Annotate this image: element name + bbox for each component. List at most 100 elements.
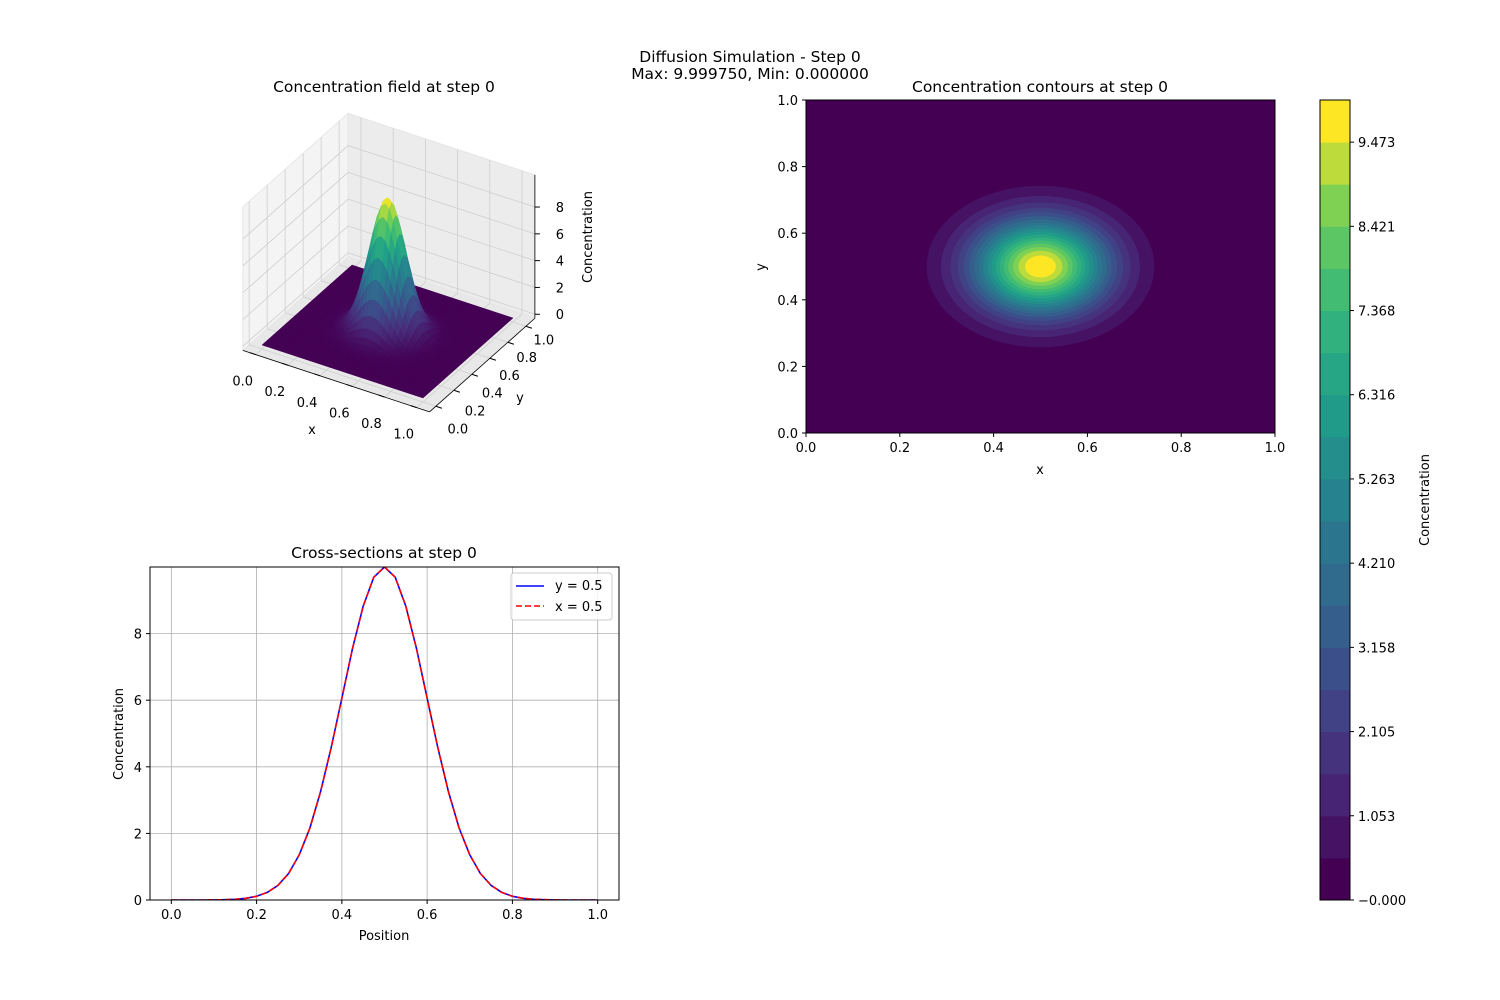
y-axis-line [429,317,536,413]
y-tick-label: 1.0 [777,94,798,109]
y-tick-label: 0.2 [777,360,798,375]
grid-line [347,145,536,208]
colorbar-tick-label: 9.473 [1358,136,1395,151]
colorbar-band [1320,184,1350,227]
grid-line [248,344,437,407]
surface-ticks: 0.00.20.40.60.81.0 0.00.20.40.60.81.00246… [232,174,564,443]
contour-ticks: 0.0 0.2 0.4 0.6 0.8 1.0 0.0 0.2 0.4 0.6 0.8 1.0 [777,94,1285,456]
contour-fill [806,100,1275,433]
grid-line [242,225,349,320]
x-tick-label: 0.2 [889,441,910,456]
z-tick-label: 8 [556,201,564,216]
y-tick [525,325,533,329]
contour-title: Concentration contours at step 0 [912,78,1168,96]
colorbar-band [1320,478,1350,522]
surface-mesh [261,196,514,399]
grid-line [242,252,349,347]
legend-label-y-section: y = 0.5 [555,579,603,594]
cross-section-frame [149,566,620,901]
colorbar-band [1320,773,1350,817]
y-tick-label: 0.8 [777,161,798,176]
colorbar-tick-label: 4.210 [1358,557,1395,572]
y-tick-label: 0.8 [516,351,537,366]
colorbar-band [1320,394,1350,438]
colorbar-tick-label: 2.105 [1358,726,1395,741]
legend: y = 0.5 x = 0.5 [510,572,613,621]
colorbar-band [1320,436,1350,480]
colorbar-band [1320,310,1350,354]
x-tick [346,383,353,387]
contour-band [1025,255,1056,278]
x-tick-label: 0.2 [246,908,267,923]
contour-ylabel: y [754,263,769,271]
x-tick-label: 0.6 [1077,441,1098,456]
y-tick-label: 0.6 [777,227,798,242]
y-tick-label: 0.6 [499,369,520,384]
colorbar-band [1320,521,1350,564]
legend-label-x-section: x = 0.5 [555,600,603,615]
legend-box [510,572,613,621]
y-tick [489,357,497,361]
colorbar-band [1320,226,1350,269]
colorbar-band [1320,815,1350,859]
colorbar-tick-label: −0.000 [1358,894,1406,909]
y-tick-label: 0.0 [777,427,798,442]
colorbar-band [1320,100,1350,143]
x-tick-label: 0.8 [1171,441,1192,456]
cross-section-ylabel: Concentration [112,688,127,780]
surface-3d-axes: Concentration field at step 0 0.0 0.2 0.4 0… [232,78,596,443]
colorbar-ticks: −0.000 1.053 2.105 3.158 4.210 5.263 6.316 7.36… [1350,136,1406,909]
surface-title: Concentration field at step 0 [273,78,495,96]
y-tick [471,373,479,377]
y-tick-label: 6 [134,694,142,709]
grid-line [242,198,349,294]
y-tick-label: 0.4 [482,387,503,402]
x-tick-label: 0.6 [329,406,350,421]
grid-line [347,198,536,262]
x-tick [249,352,256,356]
x-tick-label: 0.0 [161,908,182,923]
colorbar-tick-label: 8.421 [1358,220,1395,235]
grid-line [416,313,523,408]
colorbar-bands [1320,100,1350,901]
y-tick-label: 0.4 [777,294,798,309]
colorbar: −0.000 1.053 2.105 3.158 4.210 5.263 6.316 7.36… [1319,99,1433,909]
x-tick-label: 0.4 [297,396,318,411]
suptitle-line1: Diffusion Simulation - Step 0 [639,48,860,66]
contour-axes: Concentration contours at step 0 0.0 0.2 0… [754,78,1285,478]
cross-section-ticks: 0.0 0.2 0.4 0.6 0.8 1.0 0 2 4 6 8 [134,628,608,923]
z-tick-label: 2 [556,281,564,296]
colorbar-frame [1319,99,1351,901]
y-tick [453,389,461,393]
x-tick [378,394,385,398]
colorbar-band [1320,605,1350,648]
y-tick-label: 0.0 [448,422,469,437]
y-tick [507,341,515,345]
surface-zlabel: Concentration [581,191,596,283]
colorbar-band [1320,857,1350,901]
colorbar-band [1320,352,1350,396]
colorbar-label: Concentration [1418,454,1433,546]
y-tick-label: 2 [134,827,142,842]
grid-line [242,145,349,240]
z-tick-label: 6 [556,228,564,243]
colorbar-band [1320,647,1350,690]
cross-section-xlabel: Position [359,929,410,944]
colorbar-band [1320,689,1350,733]
cross-section-lines [171,567,598,900]
y-tick-label: 4 [134,761,142,776]
x-tick [313,373,321,377]
x-tick-label: 0.6 [417,908,438,923]
x-tick-label: 1.0 [393,428,414,443]
suptitle-line2: Max: 9.999750, Min: 0.000000 [631,65,869,83]
y-tick-label: 1.0 [534,333,555,348]
x-tick-label: 0.4 [983,441,1004,456]
grid-line [242,172,349,267]
colorbar-tick-label: 1.053 [1358,810,1395,825]
x-tick [281,362,289,366]
x-tick-label: 0.4 [332,908,353,923]
x-tick-label: 0.8 [361,417,382,432]
colorbar-band [1320,268,1350,312]
colorbar-tick-label: 6.316 [1358,389,1395,404]
